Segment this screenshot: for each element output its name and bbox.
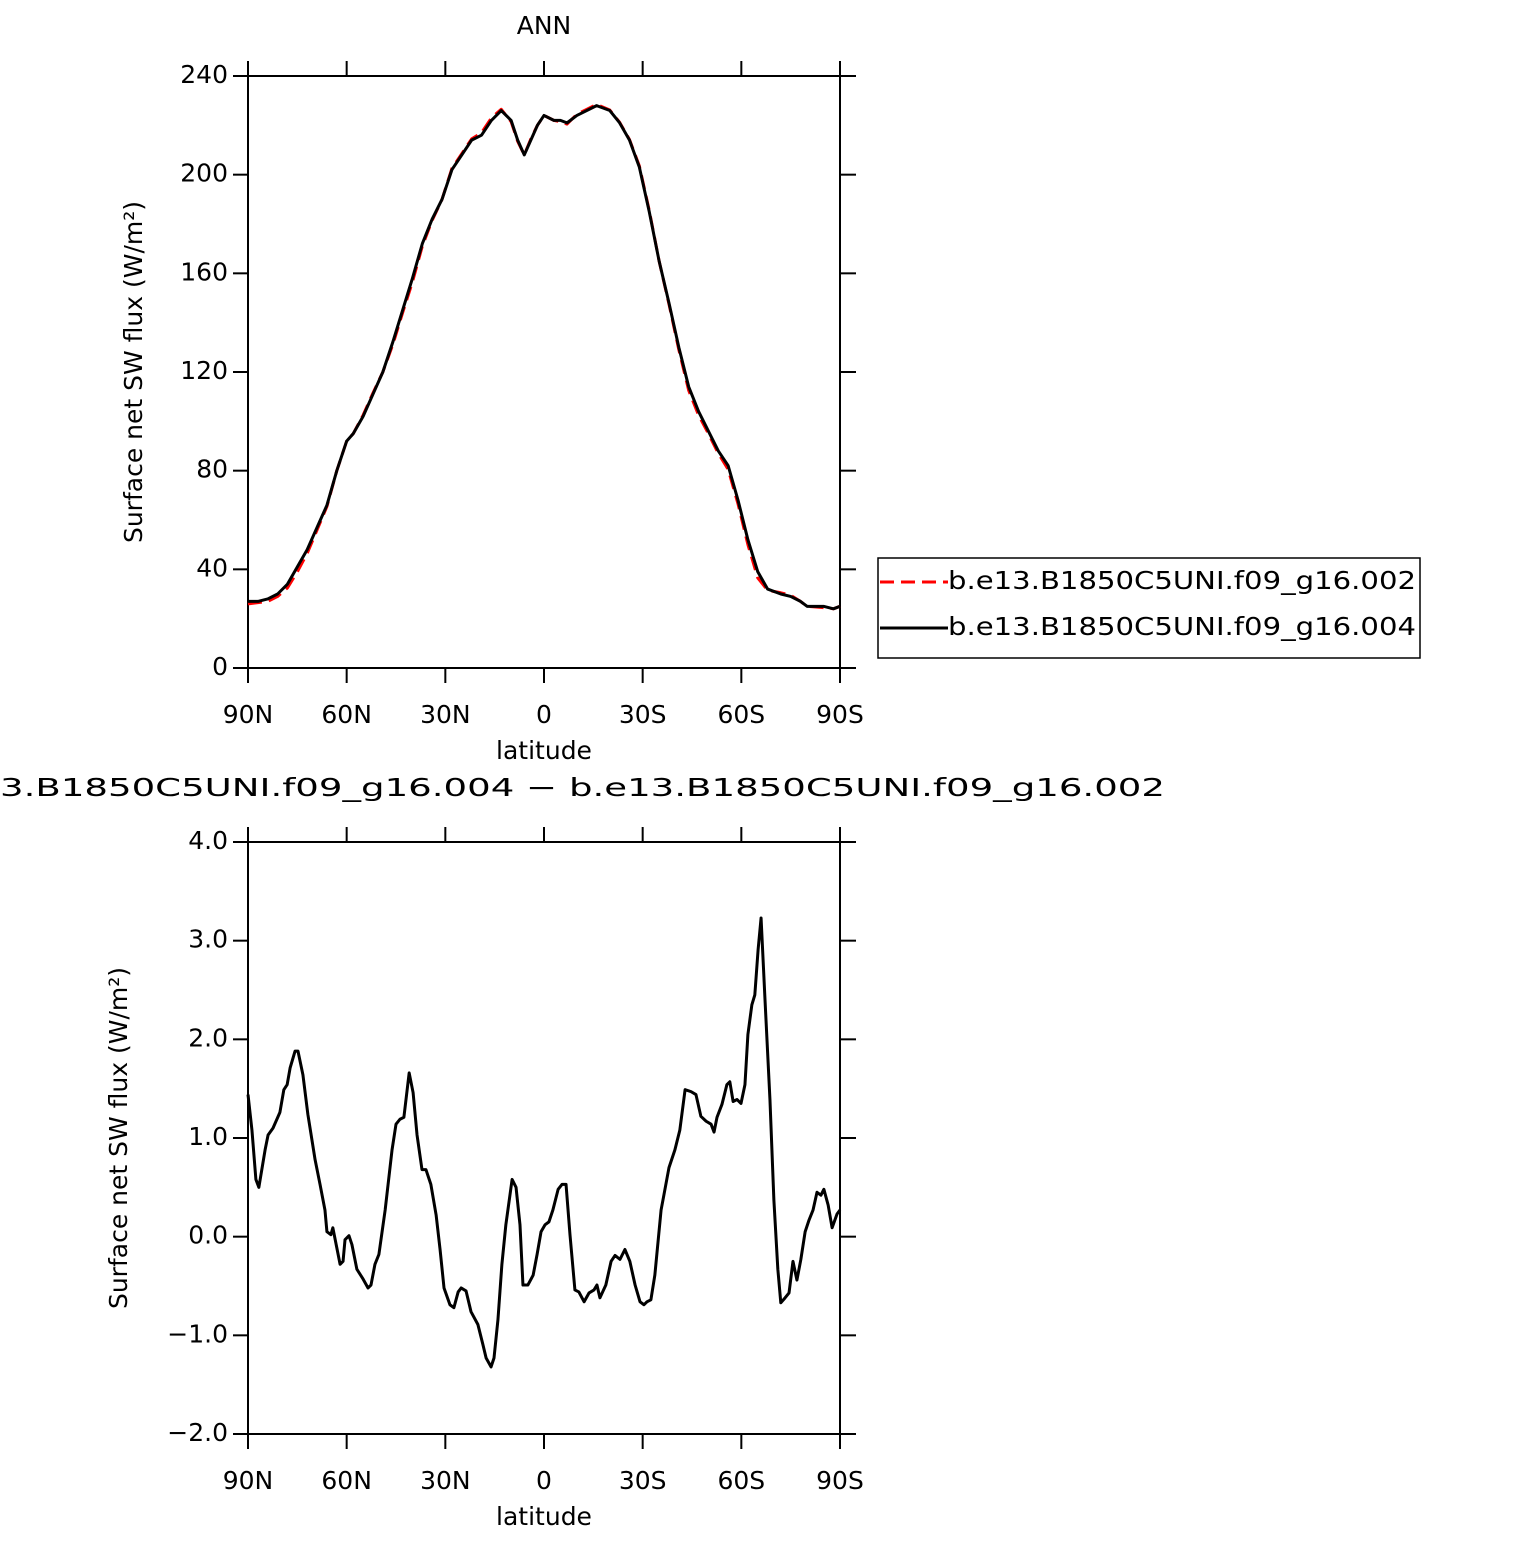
y-tick-label: 3.0 (188, 925, 228, 954)
y-tick-label: 1.0 (188, 1122, 228, 1151)
y-axis-label: Surface net SW flux (W/m²) (104, 967, 133, 1309)
x-axis-label: latitude (496, 1502, 592, 1531)
y-tick-label: 2.0 (188, 1023, 228, 1052)
y-tick-label: 80 (196, 455, 228, 484)
x-tick-label: 90S (816, 1466, 864, 1495)
x-tick-label: 30S (619, 1466, 667, 1495)
x-tick-label: 60S (717, 1466, 765, 1495)
legend-box (877, 557, 1421, 659)
data-line (248, 104, 841, 611)
y-tick-label: 240 (180, 60, 228, 89)
x-tick-label: 30N (420, 1466, 471, 1495)
chart-title: ANN (517, 11, 572, 40)
x-tick-label: 60S (717, 700, 765, 729)
y-axis-label: Surface net SW flux (W/m²) (119, 201, 148, 543)
x-tick-label: 30S (619, 700, 667, 729)
y-tick-label: 40 (196, 553, 228, 582)
data-line (246, 916, 842, 1369)
x-tick-label: 0 (536, 1466, 552, 1495)
x-tick-label: 90S (816, 700, 864, 729)
legend-label: b.e13.B1850C5UNI.f09_g16.002 (948, 566, 1416, 595)
plot-frame (247, 75, 841, 669)
y-tick-label: 0.0 (188, 1221, 228, 1250)
y-tick-label: 160 (180, 257, 228, 286)
y-tick-label: 4.0 (188, 826, 228, 855)
legend-label: b.e13.B1850C5UNI.f09_g16.004 (948, 612, 1416, 641)
x-tick-label: 60N (321, 1466, 372, 1495)
x-axis-label: latitude (496, 736, 592, 765)
x-tick-label: 0 (536, 700, 552, 729)
y-tick-label: 0 (212, 652, 228, 681)
y-tick-label: −2.0 (167, 1418, 228, 1447)
y-tick-label: 120 (180, 356, 228, 385)
x-tick-label: 60N (321, 700, 372, 729)
x-tick-label: 30N (420, 700, 471, 729)
plot-frame (247, 841, 841, 1435)
y-tick-label: 200 (180, 159, 228, 188)
data-line (247, 102, 841, 611)
x-tick-label: 90N (223, 700, 274, 729)
y-tick-label: −1.0 (167, 1319, 228, 1348)
x-tick-label: 90N (223, 1466, 274, 1495)
chart-title: 3.B1850C5UNI.f09_g16.004 − b.e13.B1850C5… (0, 773, 1165, 802)
